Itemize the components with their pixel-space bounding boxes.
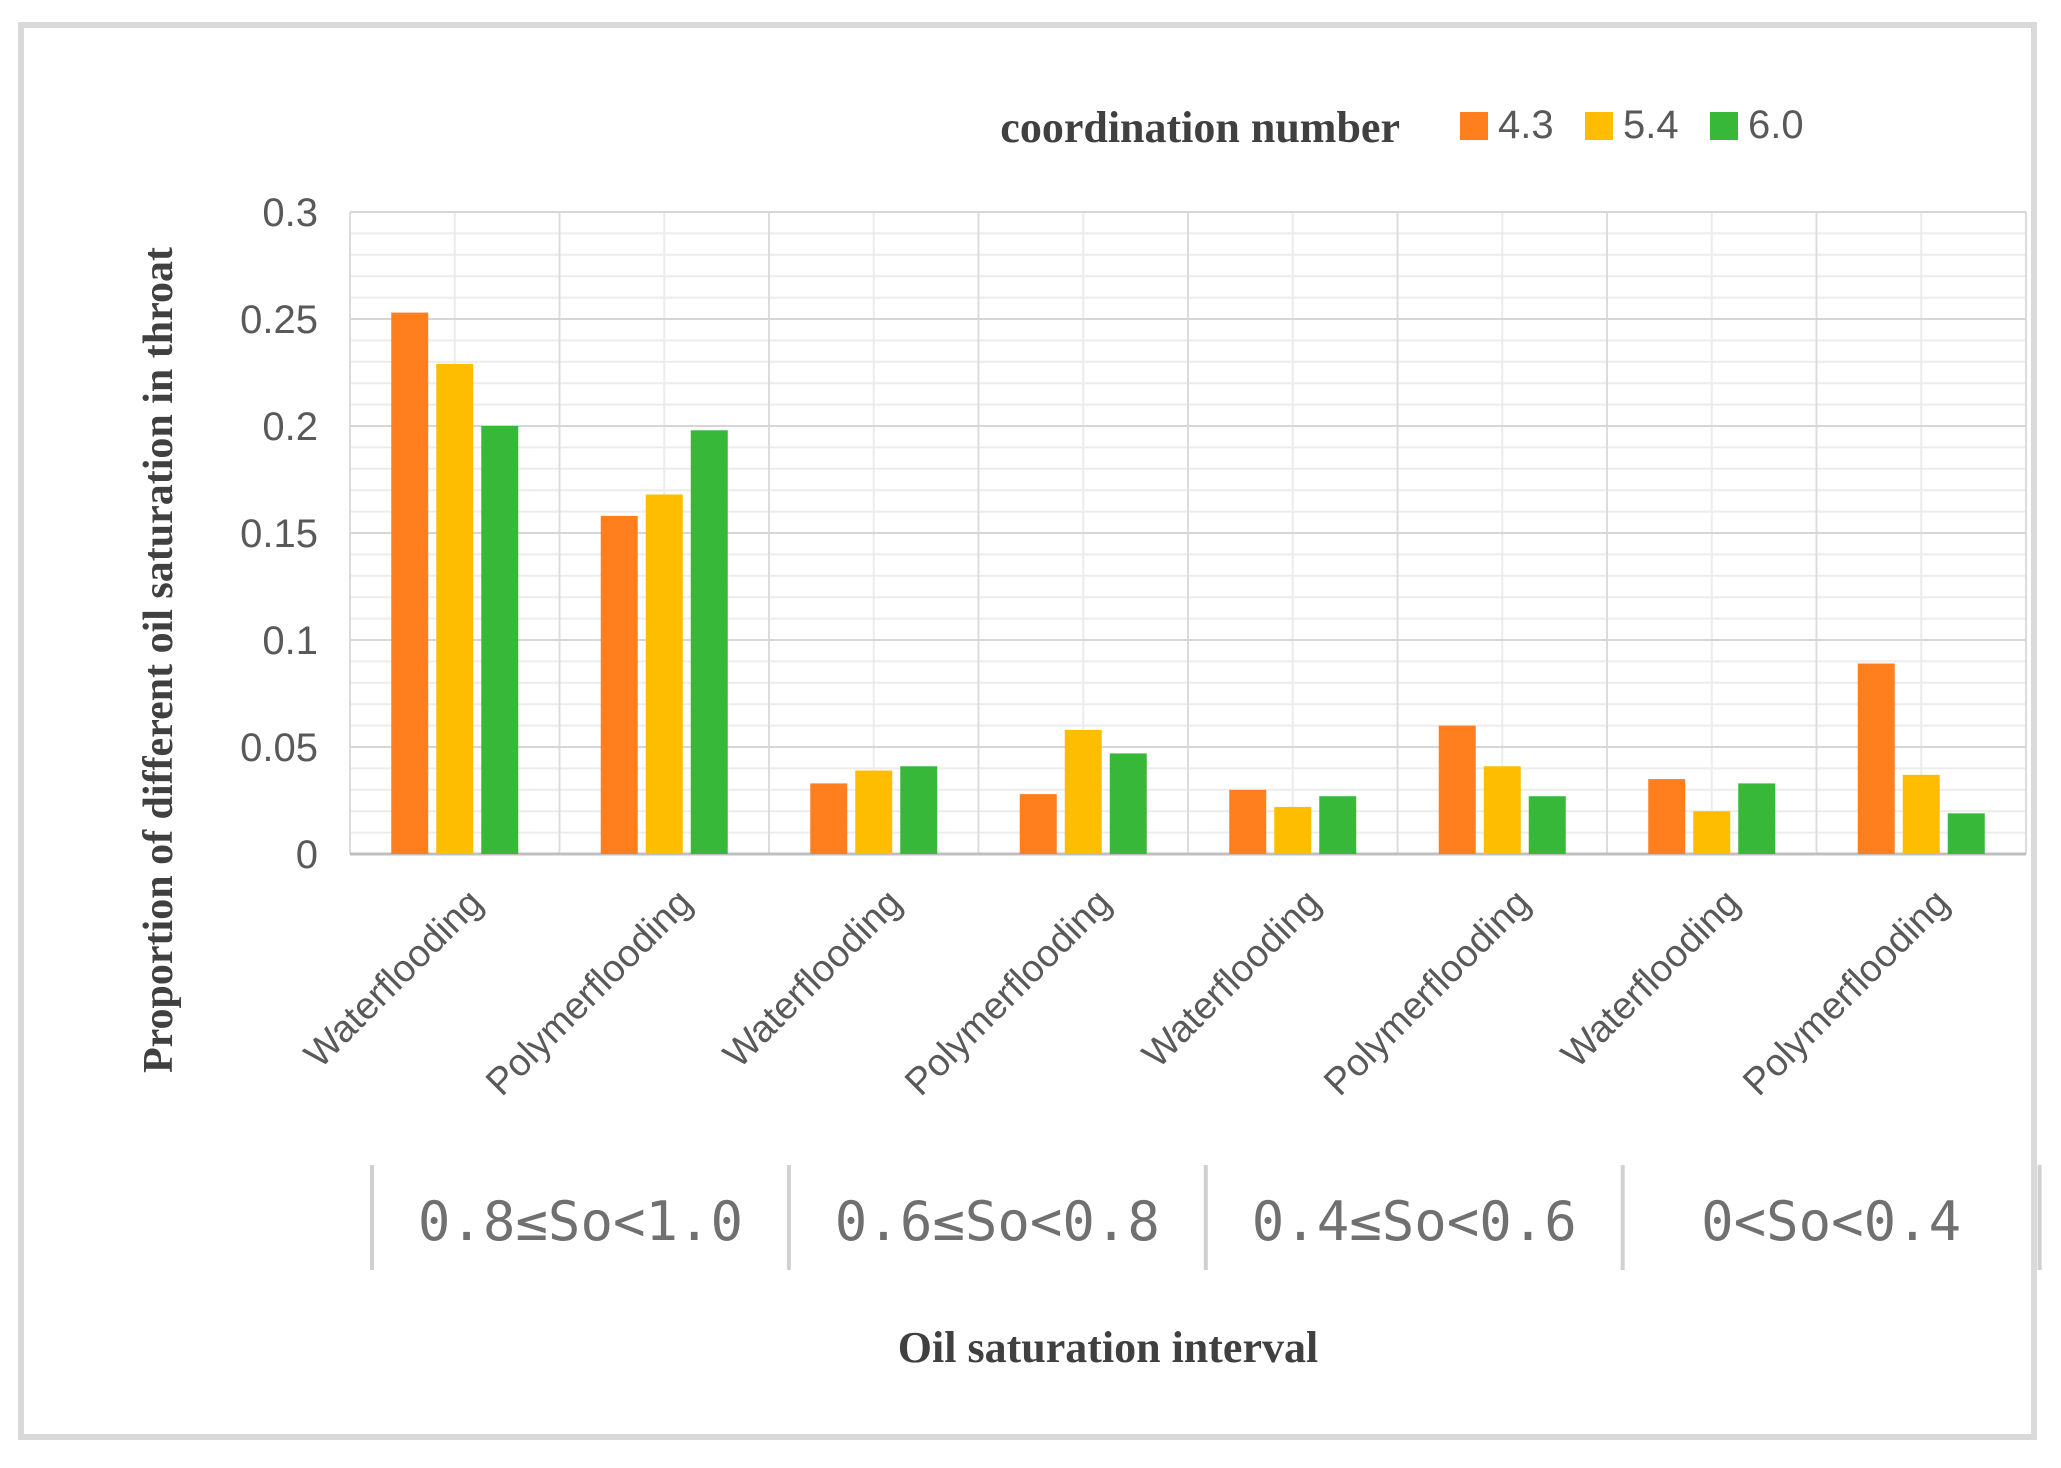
legend-label: 6.0 — [1748, 103, 1804, 147]
legend-label: 4.3 — [1498, 103, 1554, 147]
group-label: 0.8≤So<1.0 — [418, 1190, 743, 1253]
bar-6-0-2 — [900, 766, 938, 854]
y-tick-label: 0.15 — [240, 512, 318, 556]
y-tick-label: 0.3 — [262, 191, 318, 235]
x-category-label: Polymerflooding — [1316, 882, 1538, 1104]
x-category-label: Polymerflooding — [1735, 882, 1957, 1104]
bar-4-3-3 — [1019, 794, 1057, 854]
y-tick-label: 0.25 — [240, 298, 318, 342]
y-tick-label: 0 — [296, 833, 318, 877]
x-group-labels: 0.8≤So<1.0 0.6≤So<0.8 0.4≤So<0.6 0<So<0.4 — [370, 1165, 2042, 1270]
y-tick-labels: 0 0.05 0.1 0.15 0.2 0.25 0.3 — [240, 191, 318, 877]
chart-frame — [18, 22, 2037, 1440]
bar-4-3-4 — [1229, 789, 1267, 854]
x-category-label: Waterflooding — [1135, 882, 1329, 1076]
group-label: 0.6≤So<0.8 — [835, 1190, 1160, 1253]
bar-5-4-5 — [1483, 766, 1521, 854]
bar-4-3-0 — [391, 312, 429, 855]
x-category-label: Waterflooding — [297, 882, 491, 1076]
bar-6-0-4 — [1319, 796, 1357, 854]
legend: 4.3 5.4 6.0 — [1460, 103, 1804, 147]
legend-swatch — [1710, 112, 1738, 140]
bar-4-3-1 — [600, 515, 638, 854]
y-tick-label: 0.2 — [262, 405, 318, 449]
bar-6-0-6 — [1738, 783, 1776, 854]
bar-6-0-5 — [1528, 796, 1566, 854]
bar-4-3-6 — [1648, 779, 1686, 854]
legend-title: coordination number — [1000, 103, 1400, 152]
x-axis-label: Oil saturation interval — [898, 1323, 1318, 1372]
y-axis-label: Proportion of different oil saturation i… — [136, 247, 182, 1073]
bar-5-4-7 — [1902, 774, 1940, 854]
bars — [391, 312, 1985, 855]
legend-label: 5.4 — [1623, 103, 1679, 147]
bar-6-0-0 — [481, 426, 519, 854]
y-tick-label: 0.05 — [240, 726, 318, 770]
group-label: 0<So<0.4 — [1701, 1190, 1961, 1253]
bar-4-3-7 — [1857, 663, 1895, 854]
x-category-label: Waterflooding — [1554, 882, 1748, 1076]
x-category-label: Polymerflooding — [478, 882, 700, 1104]
bar-5-4-1 — [645, 494, 683, 854]
bar-5-4-4 — [1274, 806, 1312, 854]
bar-6-0-7 — [1947, 813, 1985, 854]
bar-4-3-2 — [810, 783, 848, 854]
legend-swatch — [1585, 112, 1613, 140]
x-category-label: Waterflooding — [716, 882, 910, 1076]
bar-5-4-0 — [436, 363, 474, 854]
y-tick-label: 0.1 — [262, 619, 318, 663]
bar-5-4-6 — [1693, 811, 1731, 854]
bar-4-3-5 — [1438, 725, 1476, 854]
legend-swatch — [1460, 112, 1488, 140]
bar-5-4-2 — [855, 770, 893, 854]
x-category-label: Polymerflooding — [897, 882, 1119, 1104]
bar-6-0-1 — [690, 430, 728, 854]
bar-6-0-3 — [1109, 753, 1147, 854]
group-label: 0.4≤So<0.6 — [1252, 1190, 1577, 1253]
bar-5-4-3 — [1064, 729, 1102, 854]
